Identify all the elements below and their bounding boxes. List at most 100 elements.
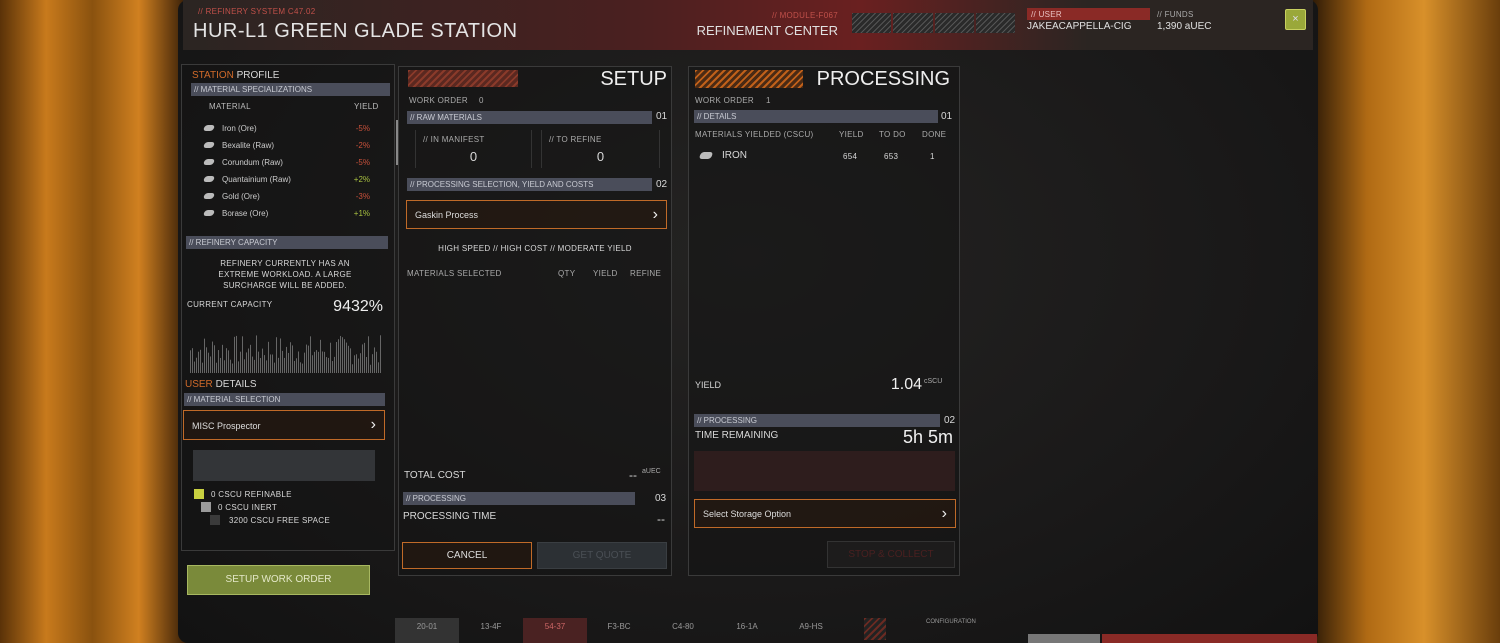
close-button[interactable]: ×	[1285, 9, 1306, 30]
sparkline-bar	[272, 354, 273, 373]
setup-title: SETUP	[600, 68, 667, 90]
sparkline-bar	[210, 356, 211, 373]
process-selector[interactable]: Gaskin Process ›	[406, 200, 667, 229]
yield-unit: cSCU	[924, 378, 943, 385]
sparkline-bar	[220, 357, 221, 373]
raw-num: 01	[656, 111, 668, 122]
material-name: Iron (Ore)	[222, 124, 257, 133]
total-cost-label: TOTAL COST	[404, 470, 466, 481]
col-material: MATERIAL	[209, 102, 251, 111]
sparkline-bar	[278, 357, 279, 373]
sparkline-bar	[256, 335, 257, 373]
ship-selector[interactable]: MISC Prospector ›	[183, 410, 385, 440]
inert-text: 0 CSCU INERT	[218, 503, 278, 512]
processing-time-value: --	[657, 512, 665, 526]
gauge	[975, 13, 1015, 33]
sparkline-bar	[308, 345, 309, 373]
sparkline-bar	[340, 335, 341, 373]
refinable-swatch	[194, 489, 204, 499]
sparkline-bar	[202, 362, 203, 373]
sparkline-bar	[374, 347, 375, 373]
sparkline-bar	[316, 350, 317, 373]
sparkline-bar	[262, 348, 263, 373]
status-gauges	[852, 13, 1015, 33]
sparkline-bar	[252, 356, 253, 373]
work-order-value: 1	[766, 96, 771, 105]
total-cost-value: --	[629, 468, 637, 482]
chevron-right-icon: ›	[652, 205, 658, 223]
specializations-header: // MATERIAL SPECIALIZATIONS	[191, 83, 390, 96]
col-to-do: TO DO	[879, 130, 906, 139]
material-yield: -3%	[355, 192, 370, 201]
sparkline-bar	[260, 358, 261, 373]
material-yield: -5%	[355, 124, 370, 133]
sparkline-bar	[354, 355, 355, 373]
funds-label: // FUNDS	[1157, 10, 1194, 19]
sparkline-bar	[328, 357, 329, 373]
cargo-bar	[193, 450, 375, 481]
sparkline-bar	[312, 355, 313, 373]
sparkline-bar	[318, 351, 319, 373]
list-item: Gold (Ore) -3%	[188, 188, 388, 205]
ore-icon	[202, 125, 216, 131]
sparkline-bar	[320, 339, 321, 373]
done-value: 1	[930, 152, 935, 161]
sparkline-bar	[266, 360, 267, 373]
material-list[interactable]: Iron (Ore) -5% Bexalite (Raw) -2% Corundum (…	[188, 120, 388, 222]
sparkline-bar	[368, 336, 369, 373]
work-order-label: WORK ORDER	[409, 96, 468, 105]
proc-num: 02	[656, 179, 668, 190]
material-selection-header: // MATERIAL SELECTION	[184, 393, 385, 406]
yield-value: 654	[843, 152, 858, 161]
gauge	[852, 13, 892, 33]
sparkline-bar	[302, 363, 303, 373]
sparkline-bar	[274, 362, 275, 373]
sparkline-bar	[192, 348, 193, 373]
material-name: Corundum (Raw)	[222, 158, 283, 167]
get-quote-button[interactable]: GET QUOTE	[537, 542, 667, 569]
close-icon: ×	[1292, 13, 1299, 25]
sparkline-bar	[348, 345, 349, 373]
user-details-title: USER DETAILS	[185, 379, 257, 390]
cancel-button[interactable]: CANCEL	[402, 542, 532, 569]
capacity-message: REFINERY CURRENTLY HAS AN EXTREME WORKLO…	[218, 259, 352, 290]
bottom-hatch	[864, 618, 886, 640]
sparkline-bar	[330, 342, 331, 373]
scrollbar[interactable]	[396, 120, 398, 165]
material-yield: +2%	[353, 175, 370, 184]
bottom-codes: 20-01 13-4F 54-37 F3-BC C4-80 16-1A A9-HS	[395, 618, 865, 643]
sparkline-bar	[362, 344, 363, 373]
sparkline-bar	[376, 351, 377, 373]
title-a: STATION	[192, 70, 234, 81]
module-tabs[interactable]	[1102, 634, 1317, 643]
setup-work-order-button[interactable]: SETUP WORK ORDER	[187, 565, 370, 595]
sparkline-bar	[218, 350, 219, 373]
material-yield: -2%	[355, 141, 370, 150]
work-order-value: 0	[479, 96, 484, 105]
current-capacity-label: CURRENT CAPACITY	[187, 300, 273, 309]
process-name: Gaskin Process	[415, 210, 479, 220]
storage-selector[interactable]: Select Storage Option ›	[694, 499, 956, 528]
to-refine-label: // TO REFINE	[549, 135, 602, 144]
list-item: Corundum (Raw) -5%	[188, 154, 388, 171]
material-name: Gold (Ore)	[222, 192, 260, 201]
in-manifest-label: // IN MANIFEST	[423, 135, 485, 144]
in-manifest-value: 0	[469, 149, 478, 164]
sparkline-bar	[246, 352, 247, 373]
sparkline-bar	[254, 359, 255, 373]
sparkline-bar	[304, 352, 305, 373]
sparkline-bar	[276, 337, 277, 373]
free-text: 3200 CSCU FREE SPACE	[229, 516, 330, 525]
sparkline-bar	[342, 337, 343, 373]
processing-panel	[688, 66, 960, 576]
list-item: Bexalite (Raw) -2%	[188, 137, 388, 154]
stop-collect-button[interactable]: STOP & COLLECT	[827, 541, 955, 568]
module-tab[interactable]	[1028, 634, 1100, 643]
col-yield: YIELD	[839, 130, 864, 139]
sparkline-bar	[344, 339, 345, 373]
material-name: Bexalite (Raw)	[222, 141, 275, 150]
processing-num: 02	[944, 415, 956, 426]
ore-icon	[202, 159, 216, 165]
processing-header: // PROCESSING	[694, 414, 940, 427]
col-materials-yielded: MATERIALS YIELDED (CSCU)	[695, 130, 814, 139]
